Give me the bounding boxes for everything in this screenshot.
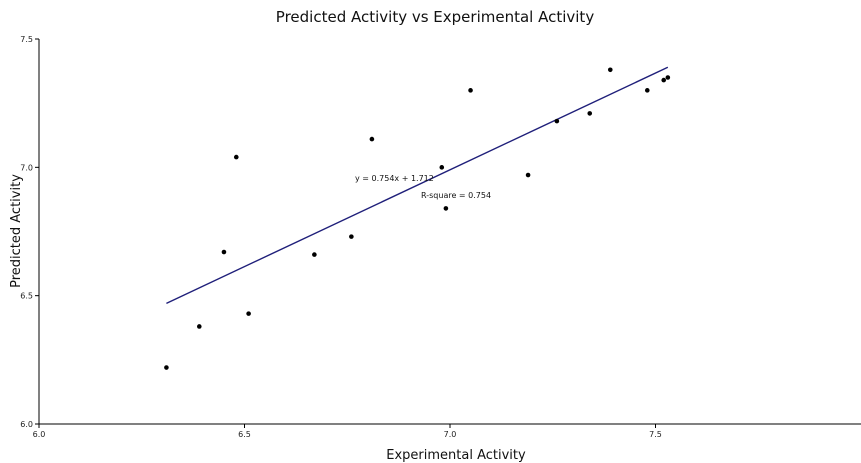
data-point <box>196 324 202 329</box>
data-point <box>349 234 354 239</box>
data-point <box>525 172 531 178</box>
x-axis-label: Experimental Activity <box>386 448 526 463</box>
x-axis-ticks: 6.0 6.5 7.0 7.5 <box>33 424 662 439</box>
data-point <box>221 249 227 255</box>
y-axis-ticks: 6.0 6.5 7.0 7.5 <box>20 35 39 429</box>
y-tick-label: 6.0 <box>20 420 33 429</box>
data-point <box>439 165 445 170</box>
data-point <box>607 67 613 73</box>
y-tick-label: 7.0 <box>20 163 33 172</box>
data-points <box>164 67 671 370</box>
x-tick-label: 7.5 <box>649 430 662 439</box>
x-tick-label: 6.5 <box>238 430 251 439</box>
data-point <box>468 88 473 93</box>
data-point <box>665 75 671 80</box>
data-point <box>164 365 169 370</box>
data-point <box>554 118 560 124</box>
y-tick-label: 7.5 <box>20 35 33 44</box>
data-point <box>233 154 239 160</box>
data-point <box>661 77 667 83</box>
chart-title: Predicted Activity vs Experimental Activ… <box>276 8 595 26</box>
x-tick-label: 6.0 <box>33 430 46 439</box>
data-point <box>644 88 650 93</box>
regression-equation: y = 0.754x + 1.712 <box>355 174 434 183</box>
data-point <box>246 311 251 316</box>
y-axis-label: Predicted Activity <box>9 174 24 288</box>
data-point <box>587 111 593 116</box>
axes <box>38 39 861 425</box>
x-tick-label: 7.0 <box>444 430 457 439</box>
regression-line <box>166 66 669 304</box>
data-point <box>369 136 375 142</box>
data-point <box>443 206 449 211</box>
r-square-label: R-square = 0.754 <box>421 191 491 200</box>
y-tick-label: 6.5 <box>20 292 33 301</box>
data-point <box>312 252 317 257</box>
